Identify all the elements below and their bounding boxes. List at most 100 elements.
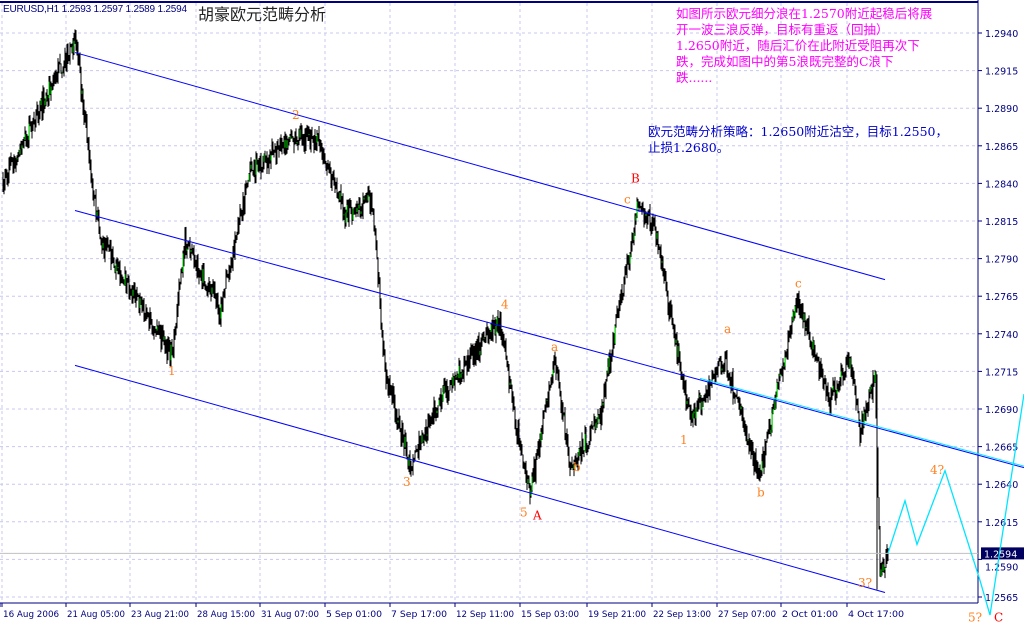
candle-body-bull (880, 569, 882, 576)
candle-body-bull (552, 369, 554, 376)
candle-body-bull (608, 356, 610, 367)
candle-body-bull (421, 435, 423, 443)
candle-body-bull (686, 401, 688, 405)
time-tick-label: 7 Sep 17:00 (391, 610, 447, 620)
candle-body-bull (527, 479, 529, 484)
candle-body-bull (16, 158, 18, 160)
candle-body-bull (635, 215, 637, 221)
symbol-label: EURUSD,H1 (3, 4, 59, 15)
candle-body-bull (461, 372, 463, 374)
channel-line (74, 364, 886, 593)
candle-body-bull (695, 407, 697, 419)
wave-label: 4? (930, 463, 944, 477)
candle-body-bull (115, 263, 117, 273)
candle-body-bull (455, 376, 457, 378)
wave-label: b (573, 460, 581, 474)
candle-body-bull (28, 123, 30, 140)
candle-body-bull (761, 461, 763, 472)
candle-body-bull (563, 414, 565, 416)
wave-label: 1 (168, 364, 176, 378)
price-tick-label: 1.2565 (985, 593, 1018, 604)
price-tick-label: 1.2790 (985, 255, 1018, 266)
time-tick-label: 21 Aug 05:00 (67, 610, 125, 620)
wave-label: C (994, 611, 1003, 625)
candle-body-bull (220, 304, 222, 319)
candle-body-bull (170, 344, 172, 361)
wave-label: c (624, 192, 631, 206)
wave-label: b (757, 486, 765, 500)
candle-body-bull (721, 368, 723, 371)
price-tick-label: 1.2715 (985, 367, 1018, 378)
candle-body-bull (597, 415, 599, 423)
candle-body-bull (629, 253, 631, 264)
candle-body-bull (884, 567, 886, 570)
candle-body-bull (805, 327, 807, 329)
candle-body-bull (299, 129, 301, 138)
wave-label: 3 (403, 475, 411, 489)
price-tick-label: 1.2640 (985, 480, 1018, 491)
candle-body-bull (423, 439, 425, 441)
candle-body-bull (863, 411, 865, 427)
candle-body-bull (509, 382, 511, 386)
candle-body-bull (740, 406, 742, 410)
wave-label: 1 (680, 433, 688, 447)
time-tick-label: 23 Aug 21:00 (131, 610, 189, 620)
price-tick-label: 1.2840 (985, 179, 1018, 190)
time-tick-label: 22 Sep 13:00 (653, 610, 711, 620)
candle-body-bull (438, 400, 440, 406)
time-tick-label: 16 Aug 2006 (3, 610, 59, 620)
time-tick-label: 2 Oct 01:00 (782, 610, 838, 620)
candle-body-bull (832, 385, 834, 391)
candle-body-bull (436, 410, 438, 414)
ohlc-values: 1.2593 1.2597 1.2589 1.2594 (61, 4, 187, 15)
candle-body-bull (452, 376, 454, 386)
time-tick-label: 28 Aug 15:00 (197, 610, 255, 620)
candle-body-bull (773, 409, 775, 411)
price-tick-label: 1.2690 (985, 405, 1018, 416)
candle-body-bull (771, 413, 773, 430)
candle-body-bull (578, 448, 580, 457)
candle-body-bull (595, 423, 597, 429)
candle-body-bull (783, 365, 785, 367)
candle-body-bull (289, 135, 291, 139)
candle-body-bull (202, 269, 204, 283)
candle-body-bull (139, 298, 141, 308)
candle-body-bull (360, 211, 362, 214)
candle-body-bull (81, 90, 83, 94)
price-tick-label: 1.2615 (985, 518, 1018, 529)
candle-body-bull (61, 71, 63, 73)
candle-body-bull (546, 399, 548, 401)
candle-body-bull (792, 312, 794, 321)
candle-body-bull (774, 399, 776, 410)
candle-body-bull (48, 81, 50, 99)
candle-body-bull (352, 208, 354, 220)
candle-body-bull (849, 358, 851, 369)
candle-body-bull (531, 476, 533, 491)
candle-body-bull (24, 134, 26, 141)
candle-body-bull (356, 208, 358, 213)
candle-body-bull (284, 139, 286, 148)
candle-body-bull (163, 336, 165, 340)
candle-body-bull (656, 232, 658, 239)
candle-body-bull (186, 248, 188, 251)
candle-body-bull (50, 86, 52, 94)
candle-body-bull (456, 375, 458, 377)
candle-body-bull (124, 274, 126, 286)
wave-label: a (551, 340, 558, 354)
candle-body-bull (775, 397, 777, 400)
candle-body-bull (117, 267, 119, 269)
candle-body-bull (836, 389, 838, 394)
candle-body-bull (211, 287, 213, 294)
wave-label: 2 (292, 108, 300, 122)
candle-body-bull (346, 205, 348, 213)
candle-body-bull (296, 142, 298, 144)
price-tick-label: 1.2890 (985, 104, 1018, 115)
candle-body-bull (44, 100, 46, 106)
candle-body-bull (693, 411, 695, 414)
strategy-note: 欧元范畴分析策略：1.2650附近沽空，目标1.2550， 止损1.2680。 (648, 124, 948, 155)
candle-body-bull (540, 431, 542, 441)
candle-body-bull (645, 213, 647, 216)
candle-body-bull (692, 413, 694, 419)
candle-body-bull (408, 457, 410, 466)
